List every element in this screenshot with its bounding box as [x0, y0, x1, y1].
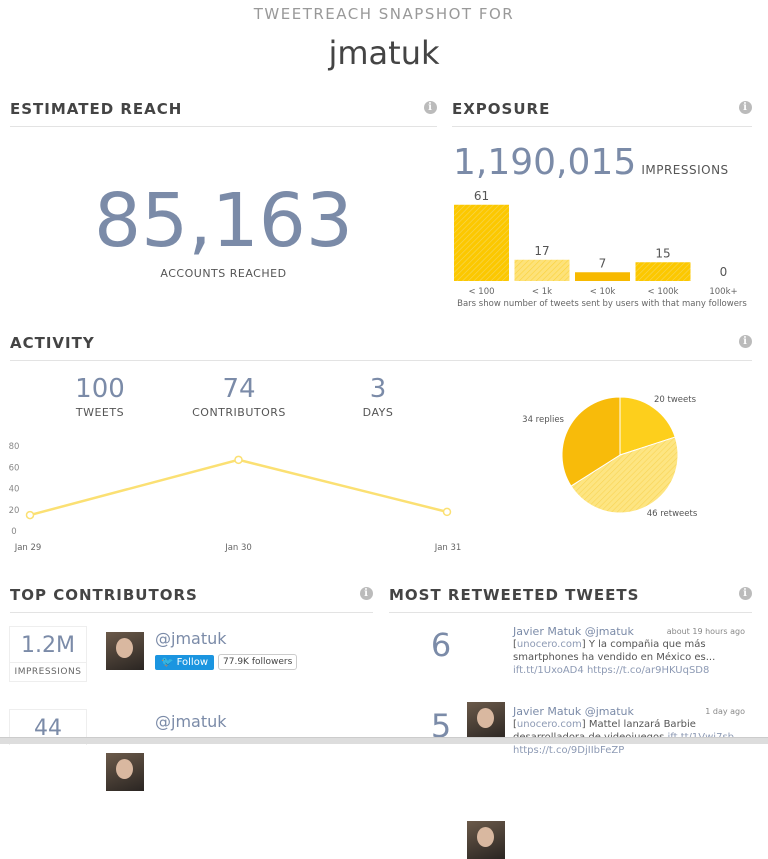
x-tick-label: Jan 30	[224, 543, 252, 553]
pie-label: 46 retweets	[647, 509, 698, 519]
y-tick-label: 80	[9, 442, 20, 452]
line-series	[29, 458, 448, 517]
y-tick-label: 0	[11, 527, 16, 537]
y-tick-label: 20	[9, 506, 20, 516]
reach-label: ACCOUNTS REACHED	[160, 267, 287, 280]
follow-row: 🐦 Follow 77.9K followers	[155, 654, 298, 670]
stat-days: 3 DAYS	[318, 374, 438, 419]
pie-slice[interactable]	[570, 436, 679, 514]
bar-value-label: 61	[474, 189, 489, 203]
bar-value-label: 17	[534, 244, 549, 258]
stat-contributors: 74 CONTRIBUTORS	[179, 374, 299, 419]
impressions-value: 1,190,015	[453, 142, 637, 183]
info-icon[interactable]: i	[424, 101, 437, 114]
retweeted-header: MOST RETWEETED TWEETS i	[389, 586, 752, 613]
stat-value: 3	[369, 374, 387, 404]
contributor-handle[interactable]: @jmatuk	[155, 629, 227, 648]
retweeted-title: MOST RETWEETED TWEETS	[389, 586, 640, 604]
bar-value-label: 0	[720, 265, 728, 279]
contributor-impressions: 1.2M	[10, 627, 86, 663]
stat-label: CONTRIBUTORS	[192, 406, 286, 419]
bar	[575, 272, 630, 281]
tweet-link[interactable]: https://t.co/9DjIIbFeZP	[513, 745, 625, 756]
follower-count: 77.9K followers	[218, 654, 298, 670]
stat-value: 74	[222, 374, 256, 404]
retweet-count: 6	[430, 626, 452, 664]
impressions-label: IMPRESSIONS	[641, 163, 729, 177]
bar-category-label: 100k+	[709, 287, 737, 297]
contributor-impressions: 44	[34, 716, 62, 741]
impressions-box: 44	[9, 709, 87, 745]
reach-header: ESTIMATED REACH i	[10, 100, 437, 127]
stat-label: TWEETS	[75, 406, 125, 419]
impressions-row: 1,190,015 IMPRESSIONS	[453, 142, 729, 183]
bar-category-label: < 100k	[648, 287, 679, 297]
avatar[interactable]	[467, 702, 505, 740]
pie-label: 34 replies	[522, 415, 564, 425]
twitter-bird-icon: 🐦	[161, 656, 177, 668]
y-tick-label: 60	[9, 463, 20, 473]
bar-category-label: < 1k	[532, 287, 552, 297]
info-icon[interactable]: i	[360, 587, 373, 600]
line-point[interactable]	[234, 455, 243, 465]
horizontal-scrollbar[interactable]	[0, 737, 768, 744]
bar-category-label: < 10k	[590, 287, 616, 297]
avatar[interactable]	[106, 632, 144, 670]
bar	[635, 262, 691, 281]
contributors-title: TOP CONTRIBUTORS	[10, 586, 198, 604]
impressions-box: 1.2M IMPRESSIONS	[9, 626, 87, 682]
activity-header: ACTIVITY i	[10, 334, 752, 361]
bar-value-label: 7	[599, 256, 607, 270]
tweet-source-link[interactable]: unocero.com	[516, 719, 582, 730]
line-point[interactable]	[442, 507, 452, 517]
follow-label: Follow	[176, 656, 209, 668]
line-point[interactable]	[25, 510, 35, 520]
tweet: Javier Matuk @jmatuk 1 day ago [unocero.…	[513, 705, 745, 756]
stat-tweets: 100 TWEETS	[40, 374, 160, 419]
tweet: Javier Matuk @jmatuk about 19 hours ago …	[513, 625, 745, 676]
activity-pie-chart: 20 tweets 46 retweets 34 replies	[522, 395, 698, 519]
x-tick-label: Jan 29	[14, 543, 42, 553]
reach-title: ESTIMATED REACH	[10, 100, 183, 118]
contributor-handle[interactable]: @jmatuk	[155, 712, 227, 731]
y-tick-label: 40	[9, 485, 20, 495]
bar	[514, 259, 570, 281]
info-icon[interactable]: i	[739, 101, 752, 114]
tweet-source-link[interactable]: unocero.com	[516, 639, 582, 650]
contributors-header: TOP CONTRIBUTORS i	[10, 586, 373, 613]
exposure-caption: Bars show number of tweets sent by users…	[457, 299, 747, 309]
activity-line-chart: 0 20 40 60 80 Jan 29 Jan 30 Jan 31	[9, 442, 462, 553]
pie-slice[interactable]	[619, 396, 676, 456]
avatar[interactable]	[106, 753, 144, 791]
tweet-text: Y la compañia que más smartphones ha ven…	[513, 639, 716, 663]
exposure-title: EXPOSURE	[452, 100, 551, 118]
bar-value-label: 15	[655, 246, 670, 260]
bar	[454, 204, 509, 281]
follow-button[interactable]: 🐦 Follow	[155, 654, 215, 670]
tweet-time: 1 day ago	[705, 707, 745, 716]
info-icon[interactable]: i	[739, 335, 752, 348]
avatar[interactable]	[467, 821, 505, 859]
username-title: jmatuk	[328, 34, 440, 72]
reach-value: 85,163	[94, 178, 353, 264]
tweet-author[interactable]: Javier Matuk @jmatuk	[513, 625, 634, 638]
tweet-time: about 19 hours ago	[666, 627, 745, 636]
retweet-count: 5	[430, 707, 452, 745]
impressions-label: IMPRESSIONS	[14, 667, 82, 677]
bar-category-label: < 100	[468, 287, 494, 297]
tweet-link[interactable]: ift.tt/1UxoAD4	[513, 665, 584, 676]
stat-value: 100	[75, 374, 125, 404]
tweet-author[interactable]: Javier Matuk @jmatuk	[513, 705, 634, 718]
info-icon[interactable]: i	[739, 587, 752, 600]
exposure-bar-chart: 61 < 100 17 < 1k 7 < 10k 15 < 100k 0 100k+	[454, 189, 738, 297]
stat-label: DAYS	[362, 406, 394, 419]
snapshot-subtitle: TWEETREACH SNAPSHOT FOR	[253, 5, 515, 23]
tweet-link[interactable]: https://t.co/ar9HKUqSD8	[586, 665, 710, 676]
pie-slice[interactable]	[561, 396, 621, 487]
activity-title: ACTIVITY	[10, 334, 95, 352]
exposure-header: EXPOSURE i	[452, 100, 752, 127]
x-tick-label: Jan 31	[434, 543, 462, 553]
pie-label: 20 tweets	[654, 395, 697, 405]
